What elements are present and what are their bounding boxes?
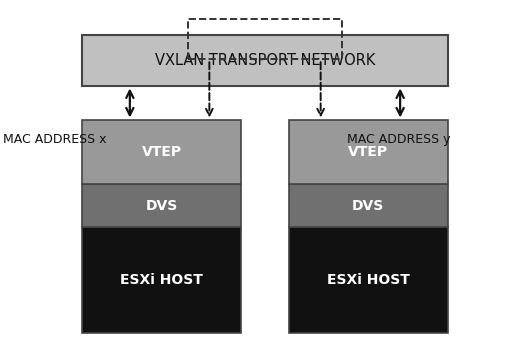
Text: VTEP: VTEP: [348, 145, 388, 159]
Bar: [188, 19, 342, 59]
Bar: [289, 120, 448, 184]
Text: ESXi HOST: ESXi HOST: [327, 273, 410, 287]
Bar: [82, 227, 241, 333]
Text: DVS: DVS: [352, 199, 384, 213]
Text: ESXi HOST: ESXi HOST: [120, 273, 203, 287]
Text: MAC ADDRESS y: MAC ADDRESS y: [347, 133, 450, 146]
Bar: [82, 35, 448, 86]
Bar: [289, 227, 448, 333]
Bar: [82, 120, 241, 184]
Text: DVS: DVS: [146, 199, 178, 213]
Text: MAC ADDRESS x: MAC ADDRESS x: [3, 133, 106, 146]
Text: VXLAN TRANSPORT NETWORK: VXLAN TRANSPORT NETWORK: [155, 53, 375, 68]
Text: VTEP: VTEP: [142, 145, 182, 159]
Bar: [82, 184, 241, 227]
Bar: [289, 184, 448, 227]
